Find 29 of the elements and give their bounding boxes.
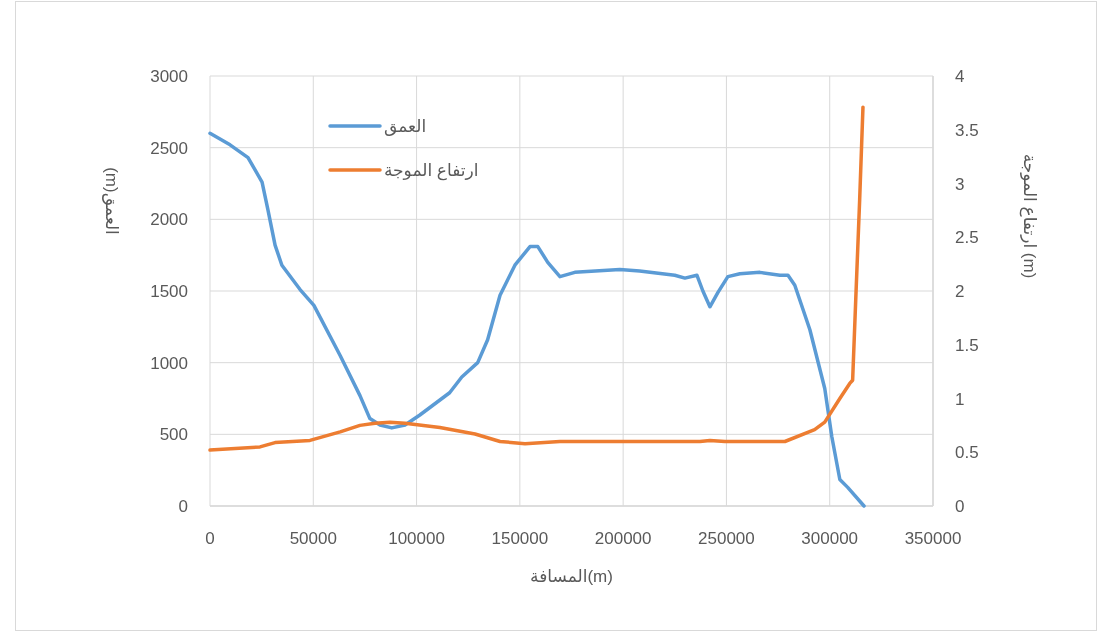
y-tick-label: 3000 [150,67,188,86]
x-axis-title: المسافة(m) [530,567,613,586]
y2-tick-label: 2.5 [955,228,979,248]
y2-tick-label: 4 [955,67,965,86]
x-tick-label: 300000 [801,529,859,548]
legend-label: ارتفاع الموجة [384,161,479,181]
x-tick-label: 150000 [491,529,549,548]
y-axis-title: العمق(m) [102,167,121,235]
y-tick-label: 1500 [150,282,188,301]
x-tick-label: 200000 [594,529,652,548]
y2-axis-title: ارتفاع الموجة (m) [1019,153,1039,279]
y2-tick-label: 2 [955,282,965,301]
y-tick-label: 2500 [150,138,188,158]
y-tick-label: 500 [159,425,188,445]
x-tick-label: 0 [205,529,215,548]
y2-tick-label: 3.5 [955,120,979,140]
x-tick-label: 50000 [289,529,337,548]
y-tick-label: 0 [178,497,188,516]
x-tick-label: 250000 [698,529,755,548]
y2-tick-label: 3 [955,174,965,194]
y2-tick-label: 0 [955,497,965,516]
legend-label: العمق [384,117,427,136]
y-tick-label: 2000 [150,210,188,230]
y2-tick-label: 1.5 [955,335,979,355]
y2-tick-label: 1 [955,389,965,409]
y-tick-label: 1000 [150,353,188,373]
y2-tick-label: 0.5 [955,443,979,463]
x-tick-label: 100000 [388,529,445,548]
x-tick-label: 350000 [904,529,962,548]
